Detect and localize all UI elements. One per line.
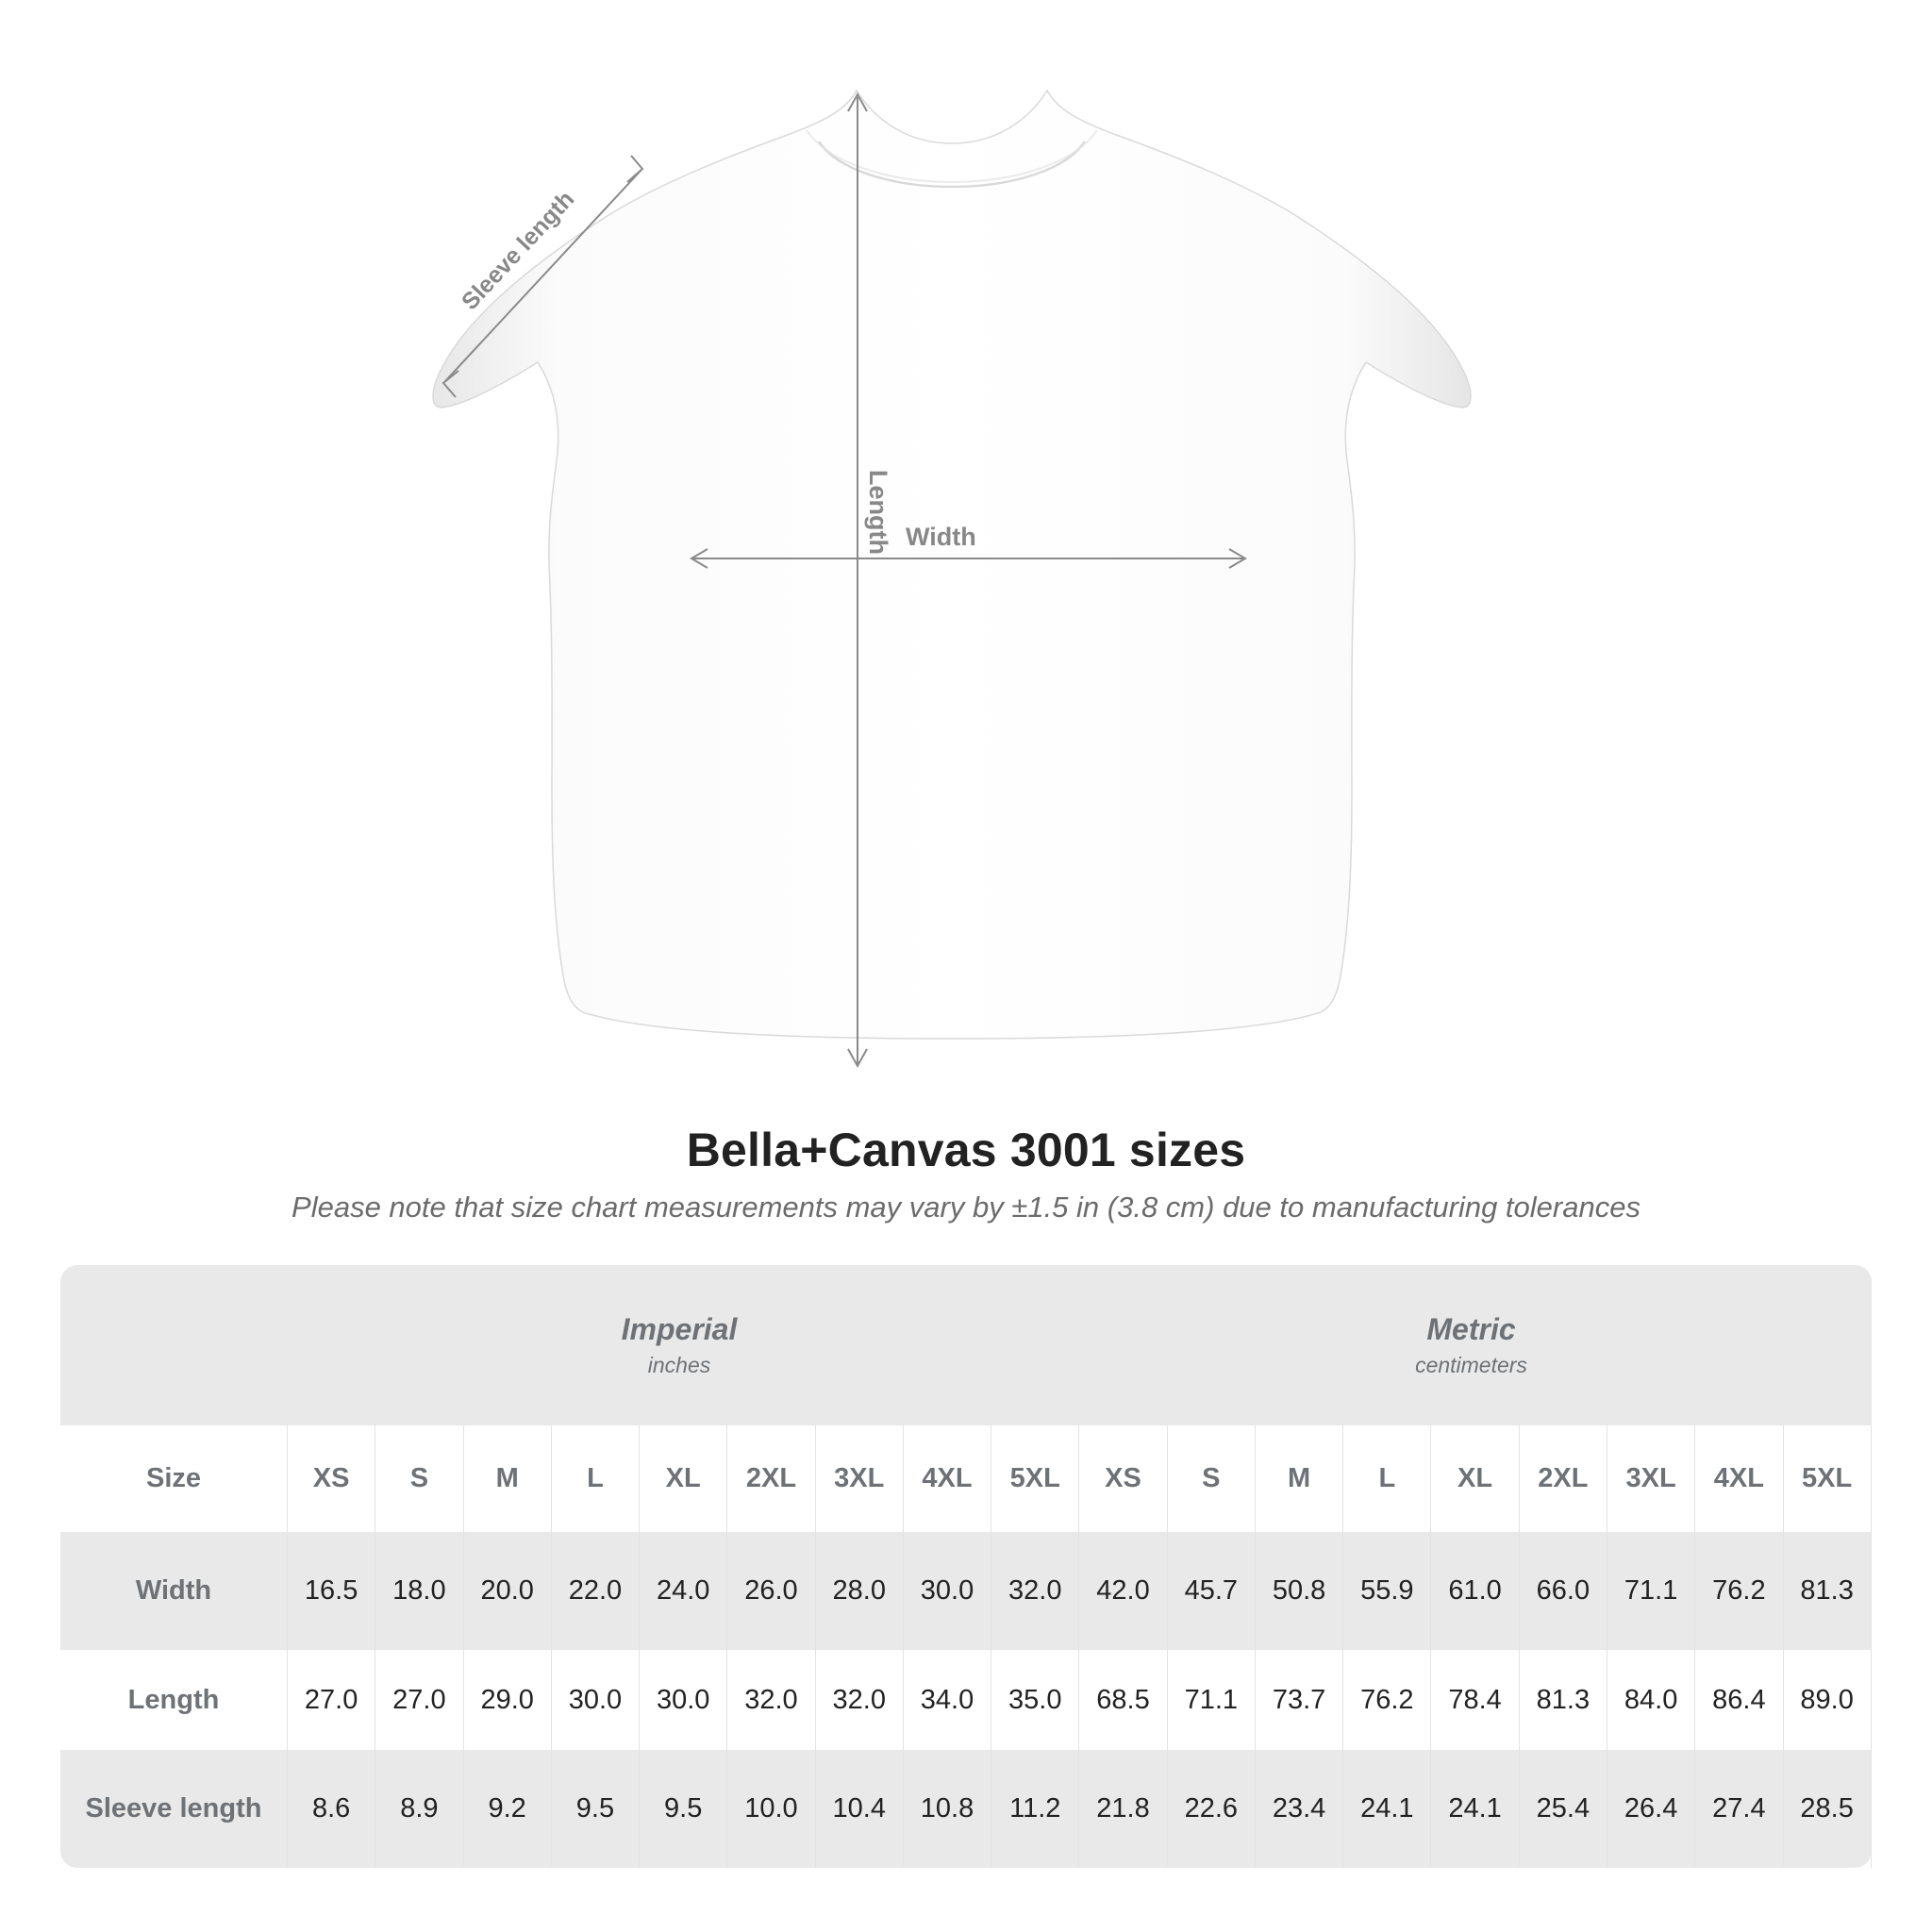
svg-text:Width: Width xyxy=(906,523,976,551)
svg-text:Length: Length xyxy=(864,470,892,555)
